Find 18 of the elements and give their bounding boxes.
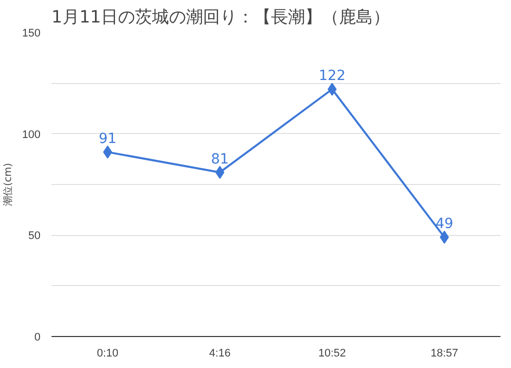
x-tick-label: 18:57 — [430, 348, 458, 360]
y-tick-label: 50 — [28, 230, 41, 242]
x-tick-label: 0:10 — [96, 348, 118, 360]
point — [215, 166, 224, 179]
x-tick-label: 10:52 — [318, 348, 346, 360]
y-tick-label: 100 — [22, 128, 41, 141]
y-tick-label: 0 — [34, 332, 41, 344]
chart-title: 1月11日の茨城の潮回り：【長潮】（鹿島） — [52, 8, 390, 28]
y-tick-label: 150 — [22, 28, 41, 40]
data-label: 91 — [98, 131, 117, 148]
point — [440, 230, 449, 244]
data-label: 122 — [318, 68, 346, 84]
data-label: 81 — [210, 151, 229, 168]
y-axis-title: 潮位(cm) — [2, 162, 14, 206]
data-label: 49 — [435, 216, 454, 232]
point — [103, 146, 112, 159]
point — [328, 82, 337, 96]
x-tick-label: 4:16 — [209, 348, 231, 360]
